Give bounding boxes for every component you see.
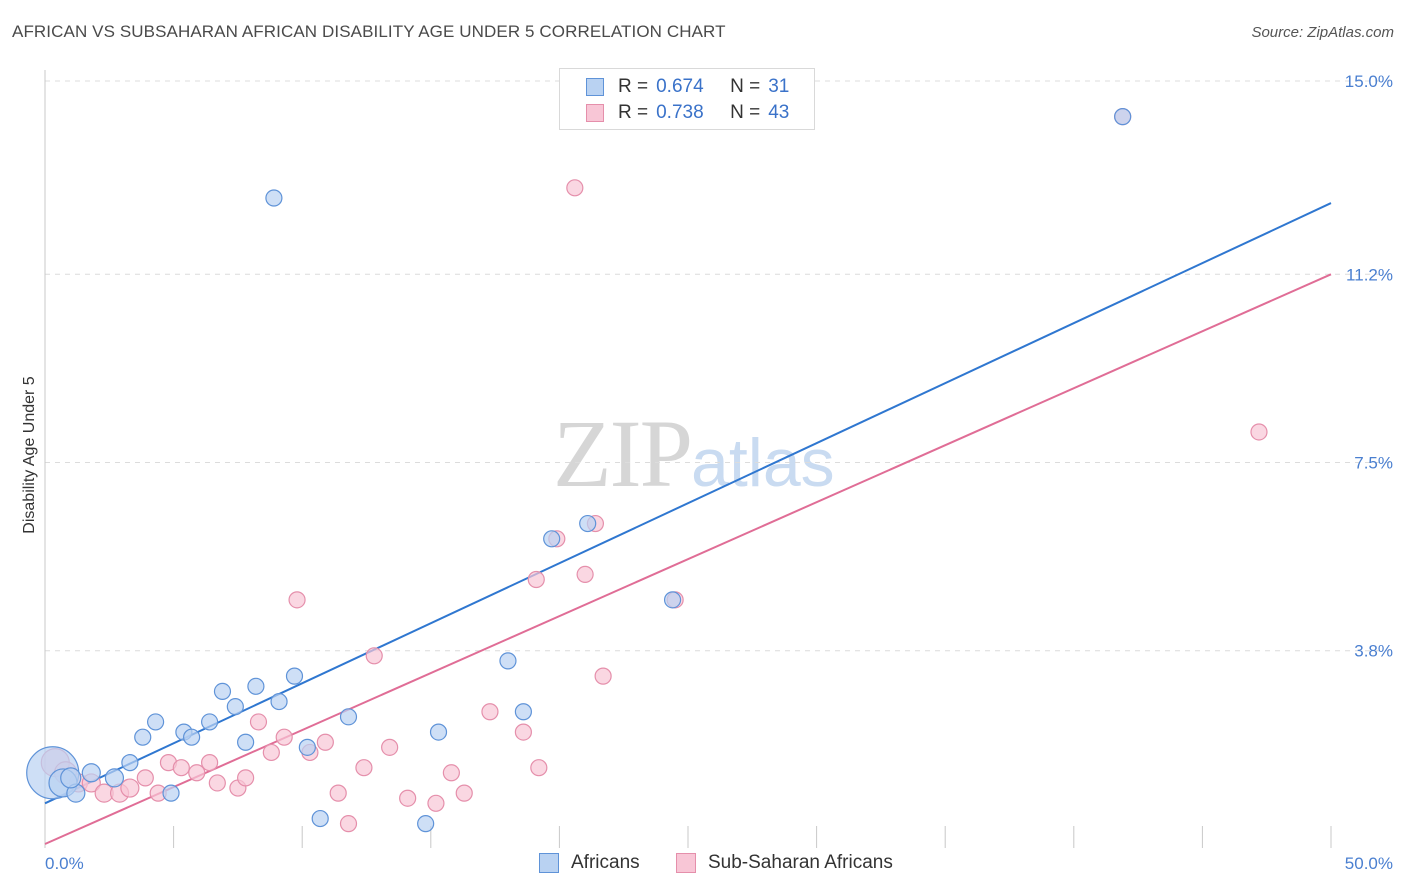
africans-point — [429, 723, 448, 741]
subsaharan-point — [481, 703, 499, 721]
africans-point — [1114, 108, 1132, 126]
legend-label: Sub-Saharan Africans — [708, 852, 893, 873]
subsaharan-point — [355, 759, 373, 777]
africans-point — [265, 189, 283, 207]
chart-title: AFRICAN VS SUBSAHARAN AFRICAN DISABILITY… — [12, 22, 726, 41]
data-points — [26, 108, 1268, 833]
africans-point — [201, 713, 219, 731]
y-tick-label: 3.8% — [1354, 642, 1393, 661]
y-tick-label: 7.5% — [1354, 454, 1393, 473]
africans-point — [237, 733, 255, 751]
r-value: 0.674 — [656, 76, 704, 97]
subsaharan-point — [316, 733, 334, 751]
subsaharan-point — [249, 713, 268, 731]
subsaharan-point — [594, 667, 612, 685]
africans-point — [285, 667, 304, 685]
gridlines — [45, 80, 1395, 652]
source-label: Source: ZipAtlas.com — [1251, 24, 1394, 41]
africans-point — [579, 514, 597, 533]
africans-point — [514, 703, 532, 721]
subsaharan-point — [566, 179, 584, 197]
africans-point — [247, 677, 265, 695]
n-value: 43 — [768, 102, 790, 123]
subsaharan-point — [576, 565, 594, 584]
subsaharan-point — [365, 647, 383, 665]
africans-point — [226, 698, 244, 716]
subsaharan-point — [208, 774, 226, 792]
subsaharan-point — [288, 591, 306, 609]
r-label: R = — [618, 76, 649, 97]
subsaharan-trend-line — [44, 273, 1332, 845]
africans-point — [60, 767, 82, 789]
watermark-zip: ZIP — [553, 400, 693, 507]
subsaharan-point — [514, 723, 532, 741]
africans-point — [499, 652, 517, 670]
legend-label: Africans — [571, 852, 640, 873]
africans-point — [298, 738, 316, 756]
subsaharan-point — [399, 789, 417, 807]
n-value: 31 — [768, 76, 790, 97]
africans-point — [663, 591, 682, 609]
legend-item-africans[interactable]: Africans — [539, 852, 640, 874]
subsaharan-point — [527, 570, 545, 589]
subsaharan-point — [275, 728, 293, 746]
subsaharan-point — [136, 769, 154, 787]
africans-point — [339, 708, 358, 726]
trend-lines — [44, 202, 1332, 845]
correlation-legend: R = 0.674 N = 31 R = 0.738 N = 43 — [559, 68, 815, 130]
africans-point — [213, 682, 232, 701]
africans-point — [146, 713, 165, 731]
subsaharan-point — [329, 784, 347, 802]
africans-point — [134, 728, 152, 746]
subsaharan-swatch — [676, 853, 696, 873]
subsaharan-point — [427, 794, 445, 812]
r-label: R = — [618, 102, 649, 123]
subsaharan-point — [237, 769, 255, 787]
subsaharan-point — [188, 764, 206, 782]
africans-point — [104, 768, 125, 788]
subsaharan-point — [201, 754, 219, 772]
tick-labels: 3.8% 7.5% 11.2% 15.0% 0.0% 50.0% Disability Ag… — [21, 72, 1393, 873]
subsaharan-point — [339, 815, 358, 833]
x-tick-label: 0.0% — [45, 854, 84, 873]
legend-item-subsaharan[interactable]: Sub-Saharan Africans — [676, 852, 893, 874]
africans-point — [311, 809, 329, 828]
africans-point — [270, 692, 288, 711]
africans-point — [543, 530, 561, 548]
subsaharan-point — [1250, 423, 1268, 441]
subsaharan-point — [442, 764, 460, 782]
subsaharan-point — [262, 743, 280, 762]
y-axis-title: Disability Age Under 5 — [21, 376, 38, 534]
africans-point — [162, 784, 180, 802]
subsaharan-point — [120, 778, 140, 798]
africans-swatch — [586, 78, 604, 96]
africans-point — [183, 728, 201, 746]
x-tick-label: 50.0% — [1345, 854, 1393, 873]
africans-trend-line — [44, 202, 1332, 805]
africans-point — [121, 754, 139, 772]
y-tick-label: 11.2% — [1346, 265, 1393, 284]
legend-row-subsaharan: R = 0.738 N = 43 — [586, 101, 790, 125]
y-tick-label: 15.0% — [1345, 72, 1393, 91]
africans-point — [81, 763, 101, 783]
n-label: N = — [730, 76, 761, 97]
series-legend: Africans Sub-Saharan Africans — [0, 852, 1406, 878]
subsaharan-point — [172, 759, 190, 777]
axes — [44, 70, 1332, 848]
subsaharan-point — [455, 784, 473, 802]
watermark: ZIPatlas — [553, 398, 835, 509]
subsaharan-swatch — [586, 104, 604, 122]
watermark-atlas: atlas — [691, 425, 835, 501]
africans-point — [417, 815, 435, 833]
subsaharan-point — [530, 759, 548, 777]
n-label: N = — [730, 102, 761, 123]
subsaharan-point — [381, 738, 399, 756]
legend-row-africans: R = 0.674 N = 31 — [586, 75, 790, 99]
africans-swatch — [539, 853, 559, 873]
r-value: 0.738 — [656, 102, 704, 123]
